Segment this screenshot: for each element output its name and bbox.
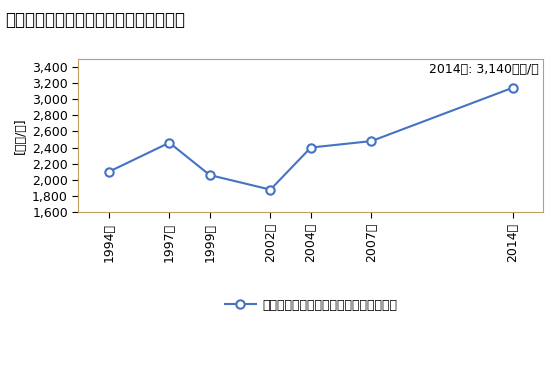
商業の従業者一人当たり年間商品販売額 xyxy=(166,141,172,145)
商業の従業者一人当たり年間商品販売額 xyxy=(368,139,375,143)
Legend: 商業の従業者一人当たり年間商品販売額: 商業の従業者一人当たり年間商品販売額 xyxy=(220,294,402,317)
Text: 2014年: 3,140万円/人: 2014年: 3,140万円/人 xyxy=(429,63,539,76)
Line: 商業の従業者一人当たり年間商品販売額: 商業の従業者一人当たり年間商品販売額 xyxy=(105,83,517,194)
商業の従業者一人当たり年間商品販売額 xyxy=(207,173,213,177)
商業の従業者一人当たり年間商品販売額 xyxy=(105,169,112,174)
商業の従業者一人当たり年間商品販売額 xyxy=(307,145,314,150)
商業の従業者一人当たり年間商品販売額 xyxy=(510,86,516,90)
Text: 商業の従業者一人当たり年間商品販売額: 商業の従業者一人当たり年間商品販売額 xyxy=(6,11,185,29)
商業の従業者一人当たり年間商品販売額 xyxy=(267,187,274,192)
Y-axis label: [万円/人]: [万円/人] xyxy=(13,117,26,154)
